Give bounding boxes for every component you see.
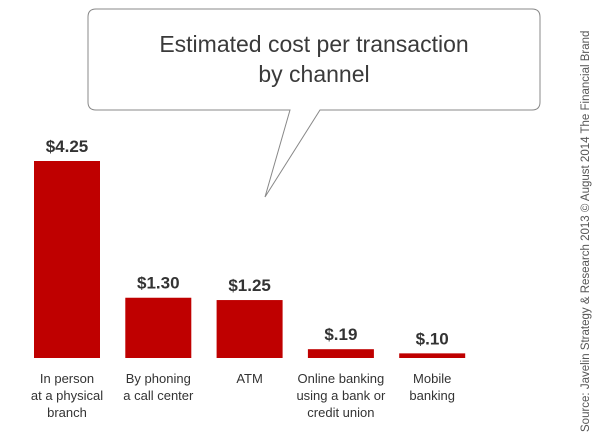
category-label-0-2: branch (47, 405, 87, 420)
category-label-1-1: a call center (123, 388, 194, 403)
source-note: Source: Javelin Strategy & Research 2013… (580, 31, 592, 432)
value-label-1: $1.30 (137, 274, 180, 293)
category-label-1-0: By phoning (126, 371, 191, 386)
category-label-0-1: at a physical (31, 388, 103, 403)
category-label-3-0: Online banking (298, 371, 385, 386)
speech-bubble (87, 8, 541, 198)
chart-title-line-2: by channel (258, 61, 369, 87)
value-label-3: $.19 (324, 325, 357, 344)
bar-3 (307, 349, 374, 358)
category-label-3-1: using a bank or (296, 388, 386, 403)
value-label-2: $1.25 (228, 276, 271, 295)
category-label-3-2: credit union (307, 405, 374, 420)
category-label-0-0: In person (40, 371, 94, 386)
bar-2 (216, 300, 283, 358)
category-label-4-1: banking (409, 388, 455, 403)
bar-0 (34, 161, 100, 358)
chart-title-line-1: Estimated cost per transaction (159, 31, 468, 57)
value-label-0: $4.25 (46, 137, 89, 156)
bar-4 (399, 353, 466, 358)
bar-1 (125, 297, 192, 358)
category-label-2-0: ATM (236, 371, 262, 386)
value-label-4: $.10 (416, 329, 449, 348)
category-label-4-0: Mobile (413, 371, 451, 386)
